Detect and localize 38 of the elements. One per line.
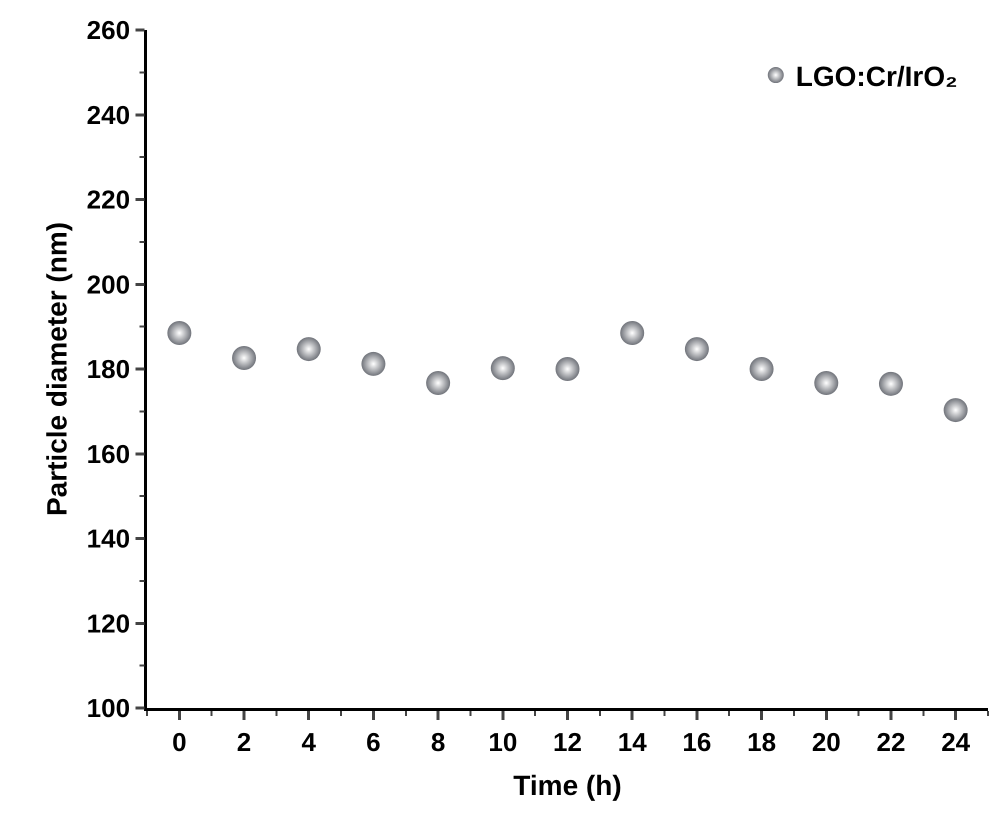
y-tick-label: 160: [86, 438, 130, 469]
x-tick-label: 14: [618, 726, 648, 757]
point: [490, 356, 515, 380]
y-tick-label: 180: [86, 354, 130, 384]
point: [814, 370, 838, 395]
x-tick-label: 4: [301, 726, 316, 757]
x-tick-label: 10: [488, 726, 518, 757]
y-tick-label: 140: [86, 524, 130, 554]
y-tick-label: 240: [86, 100, 130, 130]
point: [620, 320, 644, 345]
point: [167, 320, 192, 345]
point: [750, 357, 774, 381]
point: [232, 346, 256, 370]
x-tick-label: 24: [941, 726, 971, 757]
x-tick-label: 22: [876, 726, 906, 757]
x-tick-label: 2: [236, 726, 252, 757]
point: [556, 357, 580, 381]
x-tick-label: 12: [553, 726, 582, 757]
point: [296, 337, 321, 362]
point: [878, 372, 903, 396]
y-tick-label: 200: [86, 269, 130, 300]
y-axis-title: Particle diameter (nm): [41, 222, 72, 516]
point: [944, 398, 968, 422]
x-axis-title: Time (h): [513, 770, 622, 802]
x-tick-label: 8: [430, 726, 446, 757]
x-tick-label: 16: [682, 726, 712, 757]
x-tick-label: 20: [812, 726, 841, 757]
x-tick-label: 18: [747, 726, 776, 757]
y-tick-label: 260: [86, 15, 130, 46]
point: [361, 352, 386, 376]
y-tick-label: 120: [86, 608, 130, 638]
y-tick-label: 100: [86, 693, 130, 724]
x-tick-label: 6: [366, 726, 381, 757]
point: [684, 337, 709, 362]
x-tick-label: 0: [172, 726, 187, 757]
y-tick-label: 220: [86, 184, 130, 215]
legend-label: LGO:Cr/IrO₂: [796, 60, 958, 92]
point: [426, 370, 450, 395]
